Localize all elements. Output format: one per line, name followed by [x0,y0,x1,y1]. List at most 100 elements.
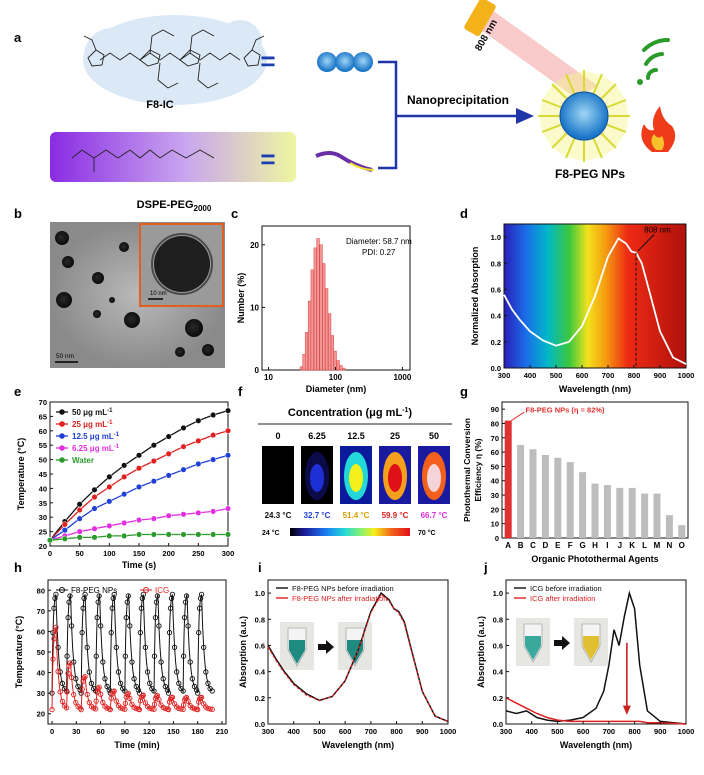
h-point [209,688,215,694]
h-point [124,599,130,605]
h-xtick-label: 60 [96,727,104,736]
j-series-line [505,697,687,725]
e-point [180,424,187,431]
size-bar [328,313,332,371]
e-xlabel: Time (s) [122,560,156,570]
h-point [124,691,130,698]
d-ytick-label: 0.2 [491,338,501,347]
e-point [76,506,83,514]
e-point [180,443,187,450]
h-point [195,690,201,696]
i-xtick-label: 300 [262,727,275,736]
g-xtick-label: H [592,541,598,550]
h-point [129,659,135,665]
h-point [65,670,71,677]
e-point [210,531,217,538]
size-bar [322,263,326,371]
h-point [79,686,85,693]
chart-e: 50 μg mL-1 25 μg mL-1 12.5 μg mL-1 6.25 μg … [16,398,234,570]
e-point [76,501,83,508]
j-legend-label: ICG before irradiation [530,584,602,593]
h-point [98,691,104,697]
g-xtick-label: K [629,541,635,550]
d-xtick-label: 700 [602,371,615,380]
h-point [151,706,157,712]
g-xtick-label: O [679,541,685,550]
h-point [59,698,65,705]
e-point [210,432,217,439]
e-point [91,534,98,541]
h-point [180,653,187,659]
panel-label-d: d [460,206,468,221]
h-point [154,593,161,599]
h-point [109,605,115,611]
h-ytick-label: 30 [37,689,45,698]
e-point [165,531,172,538]
thermal-images: 0 24.3 °C 6.25 32.7 °C 12.5 51.4 °C 25 59.9 °C 5… [262,431,450,520]
h-ytick-label: 50 [37,648,45,657]
thermal-column-label: 6.25 [308,431,326,441]
h-point [125,593,131,599]
g-xtick-label: A [505,541,511,550]
h-point [140,692,146,698]
c-ylabel: Number (%) [236,273,246,324]
j-xtick-label: 300 [500,727,513,736]
polymer-chain-icon [315,151,373,172]
h-point [136,706,143,713]
marker-808-pointer [637,234,655,252]
h-xtick-label: 210 [216,727,229,736]
h-point [80,678,86,684]
h-point [201,644,207,651]
h-point [151,653,158,659]
h-point [165,690,172,696]
i-series-line [267,593,449,722]
flame-icon [641,106,676,152]
e-point [165,433,172,440]
e-point [106,522,113,529]
h-point [164,687,171,693]
thermal-temp-label: 59.9 °C [382,511,409,520]
e-point [135,483,143,491]
size-bar [325,288,329,371]
c-annotation-pdi: PDI: 0.27 [362,248,396,257]
h-point [79,629,85,636]
arrow-icon [516,108,534,124]
i-ylabel: Absorption (a.u.) [238,616,248,688]
h-point [153,693,160,699]
h-point [162,705,169,712]
e-xtick-label: 0 [48,549,52,558]
h-point [196,699,202,705]
h-point [156,697,162,703]
h-legend-label-1: F8-PEG NPs [71,586,117,595]
i-arrow-icon [318,640,334,654]
h-point [180,702,187,708]
h-point [67,660,73,666]
h-point [191,706,198,712]
e-point [135,531,143,538]
h-point [166,699,173,705]
c-ytick-label: 10 [250,303,259,312]
e-ytick-label: 50 [39,456,47,465]
g-ytick-label: 30 [491,491,499,500]
size-bar [336,360,340,371]
e-legend-label: Water [72,456,94,465]
thermal-image [262,446,294,504]
h-point [86,669,92,675]
e-point [150,442,157,449]
h-point [182,599,189,605]
g-xtick-label: C [530,541,536,550]
c-xlabel: Diameter (nm) [306,384,367,394]
e-legend-marker [59,421,65,427]
h-point [113,698,119,704]
e-point [195,437,202,444]
d-ytick-label: 0.6 [491,285,501,294]
g-xtick-label: I [606,541,608,550]
pce-bar [554,457,562,538]
h-point [53,591,59,598]
h-point [81,675,87,681]
h-point [133,705,139,712]
h-point [158,659,164,665]
i-xtick-label: 400 [287,727,300,736]
h-point [183,593,190,599]
